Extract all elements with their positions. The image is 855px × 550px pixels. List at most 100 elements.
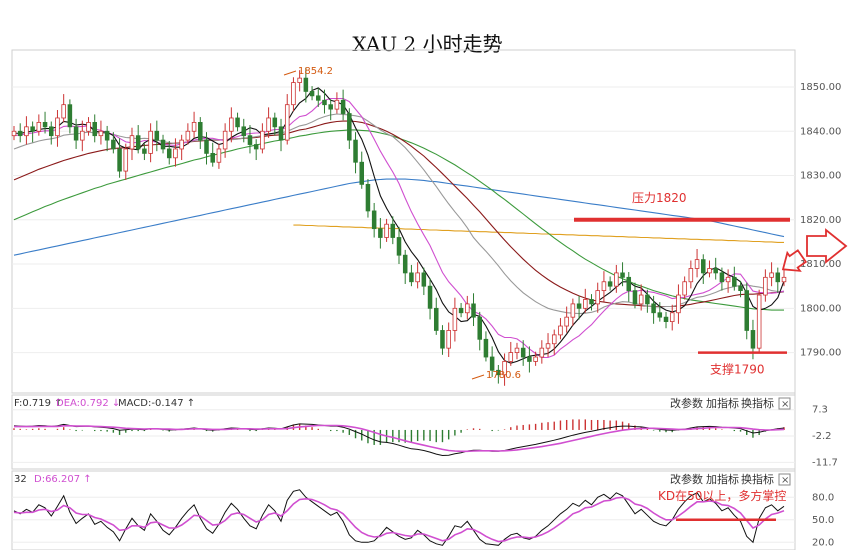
candle-body [316,95,321,101]
candle-body [446,330,451,349]
kd-legend-d: D:66.207 ↑ [34,474,92,485]
candle-body [347,113,352,141]
candle-body [396,237,402,256]
candle-body [626,276,632,292]
candle-body [669,312,675,323]
candle-body [607,281,613,287]
candle-body [452,307,458,331]
candle-body [17,130,23,137]
candle-body [732,276,737,287]
moving-average-lines [13,87,785,364]
candle-body [210,152,215,163]
candle-body [558,325,563,336]
candle-body [284,104,290,141]
ma250-line [293,224,784,243]
kd-change-params-button[interactable]: 改参数 [670,472,703,486]
candle-body [415,272,420,283]
candle-body [253,144,259,150]
candle-body [527,356,532,362]
candle-body [198,122,203,141]
right-arrow-icon [806,228,848,264]
macd-add-indicator-button[interactable]: 加指标 [706,396,739,410]
candle-body [260,130,265,150]
candle-body [601,281,607,292]
candle-body [353,139,358,163]
candle-body [539,347,545,358]
candle-body [533,356,538,362]
candle-body [781,276,787,283]
kd-close-glyph: × [781,475,789,486]
candle-body [657,312,663,318]
candle-body [334,99,340,110]
candle-body [514,347,520,353]
candle-body [489,356,495,371]
candle-body [185,130,191,141]
macd-lines [13,423,785,457]
macd-close-glyph: × [781,399,789,410]
candle-body [222,130,228,150]
kd-legend-k: 32 [14,474,27,485]
candle-body [309,91,315,97]
candle-body [763,276,768,296]
candle-body [545,343,551,349]
candle-body [421,272,427,287]
candle-body [117,148,122,172]
candle-body [272,117,278,128]
up-arrow-icon [781,249,808,272]
candle-body [775,272,781,283]
candle-body [583,299,588,309]
candle-body [688,268,694,283]
candle-body [477,316,482,340]
candle-body [384,223,389,238]
kd-switch-indicator-button[interactable]: 换指标 [741,472,774,486]
price-y-axis: 1850.00 1840.00 1830.00 1820.00 1810.00 1800.… [800,82,841,359]
candle-body [61,104,66,119]
candle-body [564,316,569,327]
candle-body [216,148,222,163]
candle-body [701,259,706,274]
candle-body [142,148,147,154]
macd-close-icon[interactable] [778,397,791,410]
candle-body [769,272,774,278]
chart-title: XAU 2 小时走势 [352,32,503,56]
candle-body [595,290,600,305]
candle-body [719,272,725,283]
candle-body [496,369,501,376]
candle-body [247,135,253,145]
kd-close-icon[interactable] [778,473,791,486]
low-leader [471,374,485,380]
candle-body [160,139,166,150]
candle-body [651,303,656,314]
candle-body [433,307,439,331]
kd-tick-label: 80.0 [812,492,834,503]
macd-tick-label: -11.7 [812,457,838,468]
candle-body [663,316,669,323]
kd-add-indicator-button[interactable]: 加指标 [706,472,739,486]
candle-body [73,126,79,141]
price-grid [12,86,795,354]
candle-body [620,272,625,278]
candle-body [92,122,97,137]
candle-body [756,294,762,349]
price-tick-label: 1810.00 [800,259,841,270]
candle-body [738,285,743,292]
candle-body [86,122,91,132]
candle-body [303,77,309,92]
candle-body [744,290,750,331]
candle-body [322,99,327,106]
candle-body [471,303,476,318]
candle-body [241,126,247,137]
candle-body [154,130,160,141]
candle-body [725,276,731,283]
kd-lines [13,489,785,546]
macd-change-params-button[interactable]: 改参数 [670,396,703,410]
candle-body [11,130,17,137]
candle-body [328,104,333,110]
candle-body [465,303,470,314]
candle-body [111,139,116,150]
candle-body [427,285,433,309]
candle-body [229,117,234,132]
macd-switch-indicator-button[interactable]: 换指标 [741,396,774,410]
candle-body [378,228,383,238]
